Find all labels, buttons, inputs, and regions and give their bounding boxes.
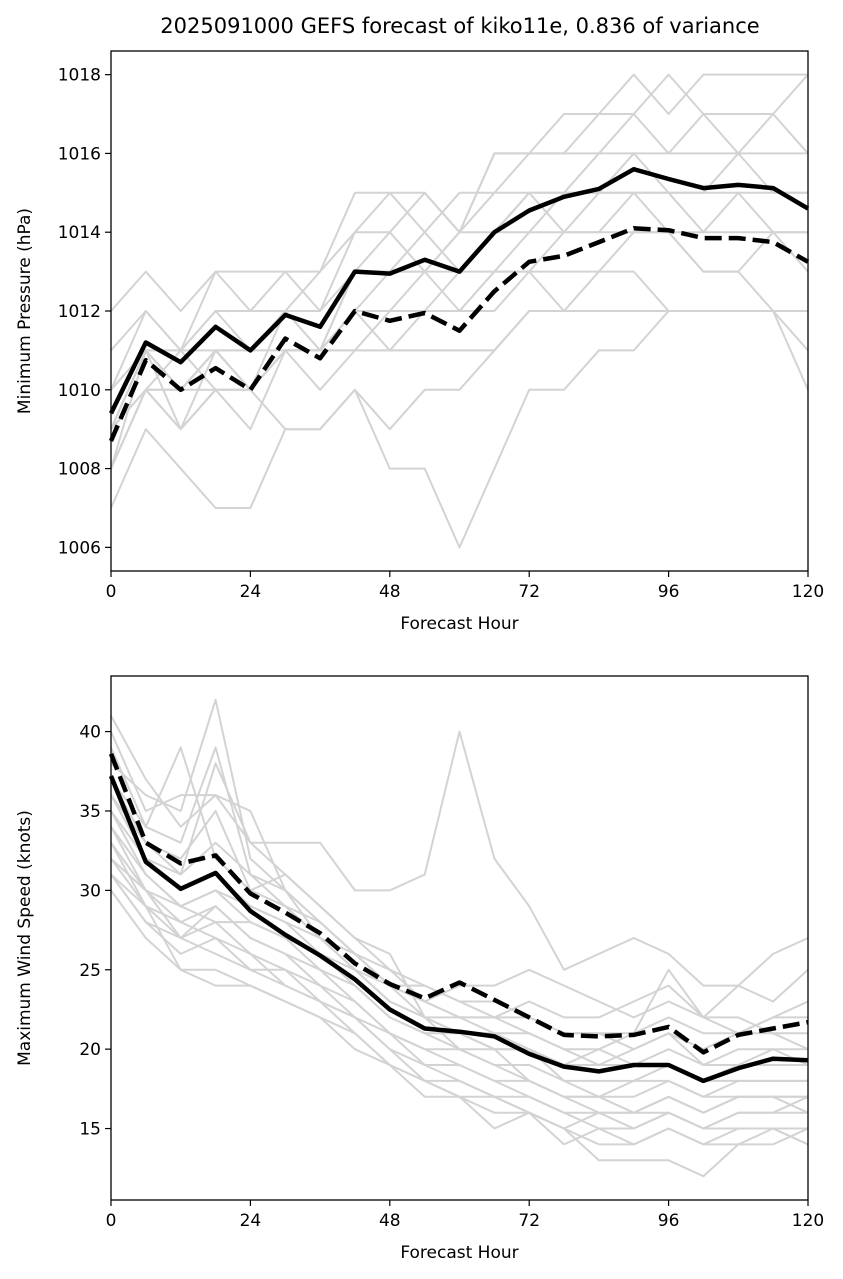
wind-x-tick-label: 48: [379, 1211, 401, 1231]
wind-x-tick-label: 72: [518, 1211, 540, 1231]
wind-x-tick-label: 120: [792, 1211, 824, 1231]
wind-axes-frame: [110, 675, 809, 1201]
pressure-member-line-15: [110, 310, 808, 549]
wind-y-tick-label: 20: [79, 1040, 101, 1060]
wind-member-line-2: [110, 730, 809, 987]
pressure-y-tick-label: 1010: [58, 381, 101, 401]
wind-speed-chart: 0 24 48 72 96 120 15 20 25 30 35 40 Forecast Hour Max…: [15, 675, 824, 1263]
wind-y-tick-label: 30: [79, 881, 101, 901]
wind-mean-line: [108, 775, 809, 1084]
wind-member-line-6: [110, 746, 808, 1051]
wind-y-tick-label: 35: [79, 802, 101, 822]
pressure-y-tick-label: 1008: [58, 460, 101, 480]
pressure-y-tick-label: 1016: [58, 144, 101, 164]
pressure-y-tick-label: 1012: [58, 302, 101, 322]
wind-member-line-1: [110, 715, 809, 1051]
wind-y-axis-label: Maximum Wind Speed (knots): [15, 810, 35, 1066]
pressure-dashed-line: [108, 226, 810, 442]
pressure-member-line-2: [110, 73, 809, 352]
pressure-x-tick-label: 48: [379, 582, 401, 602]
pressure-x-axis-label: Forecast Hour: [400, 614, 518, 634]
pressure-y-tick-label: 1006: [58, 538, 101, 558]
wind-member-line-19: [110, 889, 809, 1130]
pressure-x-tick-label: 0: [106, 582, 117, 602]
pressure-x-tick-label: 96: [658, 582, 680, 602]
pressure-mean-line: [108, 166, 810, 415]
pressure-y-tick-label: 1014: [58, 223, 101, 243]
wind-x-tick-label: 24: [240, 1211, 262, 1231]
pressure-x-tick-label: 120: [792, 582, 824, 602]
pressure-x-tick-label: 72: [518, 582, 540, 602]
wind-y-tick-label: 25: [79, 961, 101, 981]
wind-y-tick-label: 15: [79, 1120, 101, 1140]
pressure-chart: 0 24 48 72 96 120 1006 1008 1010 1012 1014 1016 1018…: [15, 50, 824, 634]
wind-x-tick-label: 0: [106, 1211, 117, 1231]
wind-x-tick-label: 96: [658, 1211, 680, 1231]
wind-dashed-line: [108, 752, 809, 1055]
wind-x-axis-label: Forecast Hour: [400, 1243, 518, 1263]
wind-member-line-20: [110, 873, 808, 1114]
wind-member-line-7: [110, 794, 808, 1066]
pressure-y-axis-label: Minimum Pressure (hPa): [15, 208, 35, 414]
figure-title: 2025091000 GEFS forecast of kiko11e, 0.8…: [160, 14, 759, 38]
wind-y-tick-label: 40: [79, 723, 101, 743]
pressure-y-tick-label: 1018: [58, 66, 101, 86]
pressure-x-tick-label: 24: [240, 582, 262, 602]
